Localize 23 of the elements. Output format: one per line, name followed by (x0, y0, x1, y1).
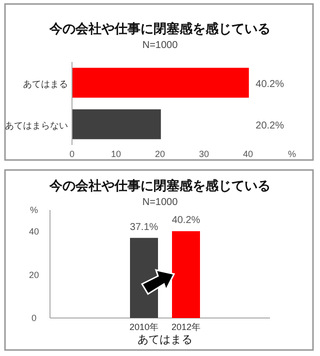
data-label: 37.1% (130, 222, 158, 233)
x-tick-label: 2012年 (171, 322, 201, 332)
y-tick-label: 20 (28, 270, 40, 280)
x-tick-label: 20 (154, 149, 166, 159)
data-label: 20.2% (256, 120, 284, 132)
x-tick-label: 0 (69, 149, 75, 159)
x-tick-label: 10 (110, 149, 122, 159)
y-tick-label: 40 (28, 226, 40, 237)
chart-subtitle: N=1000 (142, 40, 178, 51)
y-tick-label: 0 (31, 313, 37, 323)
x-tick-label: % (288, 149, 296, 159)
x-tick-label: 40 (242, 149, 254, 159)
chart-title: 今の会社や仕事に閉塞感を感じている (48, 21, 270, 36)
data-label: 40.2% (172, 215, 200, 226)
y-tick-label: あてはまらない (5, 120, 68, 130)
chart-subtitle: N=1000 (142, 197, 178, 208)
chart-title: 今の会社や仕事に閉塞感を感じている (48, 178, 270, 193)
y-tick-label: % (30, 205, 38, 215)
data-label: 40.2% (256, 78, 284, 90)
y-tick-label: あてはまる (23, 78, 68, 89)
x-tick-label: 30 (198, 149, 210, 159)
x-tick-label: 2010年 (129, 322, 159, 332)
x-axis-title: あてはまる (138, 334, 192, 346)
